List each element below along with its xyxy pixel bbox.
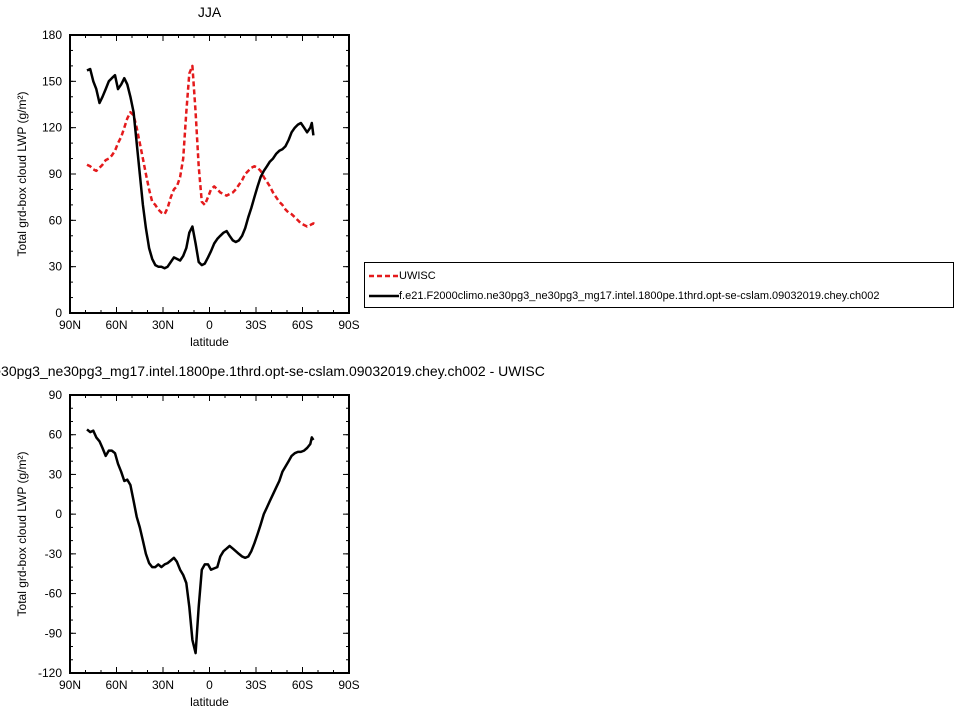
y-axis-label: Total grd-box cloud LWP (g/m²) [15,452,29,617]
chart-title: JJA [198,4,222,20]
x-axis-label: latitude [190,335,229,349]
legend-label-model: f.e21.F2000climo.ne30pg3_ne30pg3_mg17.in… [399,290,880,302]
x-tick-label: 60N [105,318,127,332]
legend-item-model: f.e21.F2000climo.ne30pg3_ne30pg3_mg17.in… [365,287,953,305]
x-tick-label: 0 [206,678,213,692]
chart-difference-lwp: f.e21.F2000climo.ne30pg3_ne30pg3_mg17.in… [0,363,545,709]
x-tick-label: 90S [338,678,359,692]
y-tick-label: 0 [55,306,62,320]
x-tick-label: 60S [292,318,313,332]
chart-jja-lwp: JJA 90N 60N 30N 0 30S 60S 90S 0 30 60 90 120 150 180 la… [15,4,360,349]
y-tick-label: 60 [49,428,63,442]
series-line-0 [86,428,315,655]
series-line-0 [86,64,317,228]
y-tick-label: -120 [38,666,62,680]
x-tick-label: 90S [338,318,359,332]
y-tick-label: 90 [49,167,63,181]
y-tick-label: 0 [55,507,62,521]
legend-swatch-model [369,294,399,298]
x-tick-label: 60N [105,678,127,692]
y-tick-label: 30 [49,260,63,274]
plot-frame [69,394,350,674]
x-tick-label: 30N [152,318,174,332]
y-tick-label: 150 [42,74,62,88]
y-tick-label: 180 [42,28,62,42]
legend-item-uwisc: UWISC [365,267,953,285]
y-tick-label: -90 [45,626,63,640]
y-tick-label: -30 [45,547,63,561]
legend-label-uwisc: UWISC [399,270,436,282]
y-tick-label: -60 [45,587,63,601]
legend: UWISC f.e21.F2000climo.ne30pg3_ne30pg3_m… [364,262,954,308]
y-tick-label: 120 [42,121,62,135]
x-tick-label: 0 [206,318,213,332]
y-tick-label: 30 [49,467,63,481]
y-tick-label: 60 [49,213,63,227]
x-tick-label: 30S [245,678,266,692]
x-tick-label: 30N [152,678,174,692]
y-tick-label: 90 [49,388,63,402]
x-tick-label: 90N [59,318,81,332]
x-tick-label: 60S [292,678,313,692]
x-tick-label: 90N [59,678,81,692]
chart-title: f.e21.F2000climo.ne30pg3_ne30pg3_mg17.in… [0,363,545,379]
legend-swatch-uwisc [369,274,399,278]
y-axis-label: Total grd-box cloud LWP (g/m²) [15,92,29,257]
series-line-1 [86,67,315,270]
x-axis-label: latitude [190,695,229,709]
x-tick-label: 30S [245,318,266,332]
